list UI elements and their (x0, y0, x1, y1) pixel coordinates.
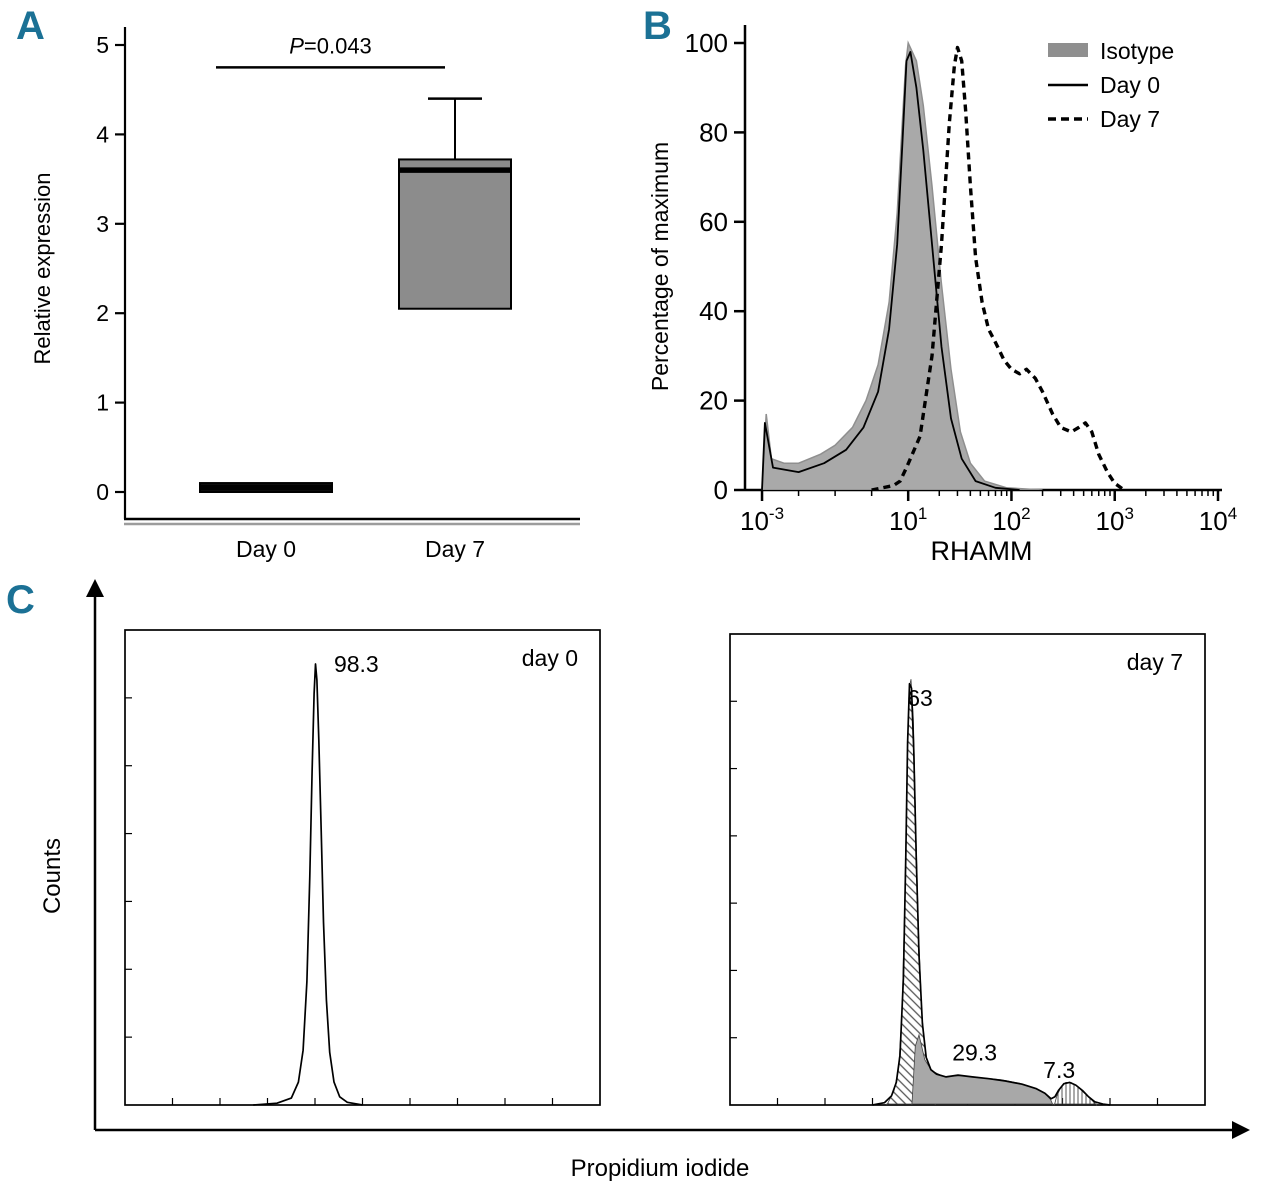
flow-overlay-panel-b: 0 20 40 60 80 100 10-3 101 102 103 104 Isotype Day 0… (647, 25, 1237, 566)
svg-text:10-3: 10-3 (740, 504, 784, 536)
svg-text:Day 0: Day 0 (236, 536, 296, 562)
svg-text:3: 3 (96, 211, 109, 237)
svg-text:Counts: Counts (39, 838, 66, 914)
svg-text:day 0: day 0 (522, 645, 578, 671)
histogram-panel-c-day0: 98.3 day 0 (124, 629, 601, 1106)
histograms-panel-c: Counts Propidium iodide 98.3 day 0 63 29.3 7.3… (39, 579, 1250, 1182)
svg-text:Day 0: Day 0 (1100, 72, 1160, 98)
svg-text:98.3: 98.3 (334, 651, 379, 677)
svg-text:0: 0 (714, 475, 728, 505)
svg-text:80: 80 (699, 117, 728, 147)
panel-a-label: A (16, 4, 45, 48)
svg-text:P=0.043: P=0.043 (289, 33, 372, 58)
panel-b-label: B (643, 4, 672, 48)
svg-text:4: 4 (96, 121, 109, 147)
svg-text:2: 2 (96, 300, 109, 326)
svg-text:RHAMM: RHAMM (931, 536, 1033, 566)
svg-text:60: 60 (699, 207, 728, 237)
svg-text:Day 7: Day 7 (1100, 106, 1160, 132)
svg-text:7.3: 7.3 (1043, 1057, 1075, 1083)
panel-a-plot: 0 1 2 3 4 5 Relative expression Day 0 Day 7 P=0.0… (30, 27, 580, 562)
panel-b-series (761, 40, 1124, 490)
panel-b-plot: 0 20 40 60 80 100 10-3 101 102 103 104 Isotype Day 0… (647, 25, 1237, 566)
svg-text:104: 104 (1199, 504, 1237, 536)
svg-text:101: 101 (889, 504, 927, 536)
svg-text:1: 1 (96, 390, 109, 416)
panel-c-plot: Counts Propidium iodide 98.3 day 0 63 29.3 7.3… (39, 579, 1250, 1182)
svg-text:40: 40 (699, 296, 728, 326)
svg-text:Day 7: Day 7 (425, 536, 485, 562)
svg-text:102: 102 (992, 504, 1030, 536)
svg-text:103: 103 (1096, 504, 1134, 536)
svg-text:day 7: day 7 (1127, 649, 1183, 675)
svg-text:100: 100 (685, 28, 728, 58)
svg-text:63: 63 (907, 685, 933, 711)
svg-text:29.3: 29.3 (952, 1039, 997, 1065)
svg-text:5: 5 (96, 32, 109, 58)
svg-text:Relative expression: Relative expression (30, 173, 55, 365)
histogram-panel-c-day7: 63 29.3 7.3 day 7 (729, 633, 1206, 1106)
svg-text:0: 0 (96, 479, 109, 505)
svg-text:Propidium iodide: Propidium iodide (571, 1155, 750, 1182)
panel-c-label: C (6, 578, 35, 622)
boxplot-panel-a: 0 1 2 3 4 5 Relative expression Day 0 Day 7 P=0.0… (30, 27, 580, 562)
svg-text:Isotype: Isotype (1100, 38, 1174, 64)
svg-text:Percentage of maximum: Percentage of maximum (647, 142, 673, 391)
svg-text:20: 20 (699, 386, 728, 416)
